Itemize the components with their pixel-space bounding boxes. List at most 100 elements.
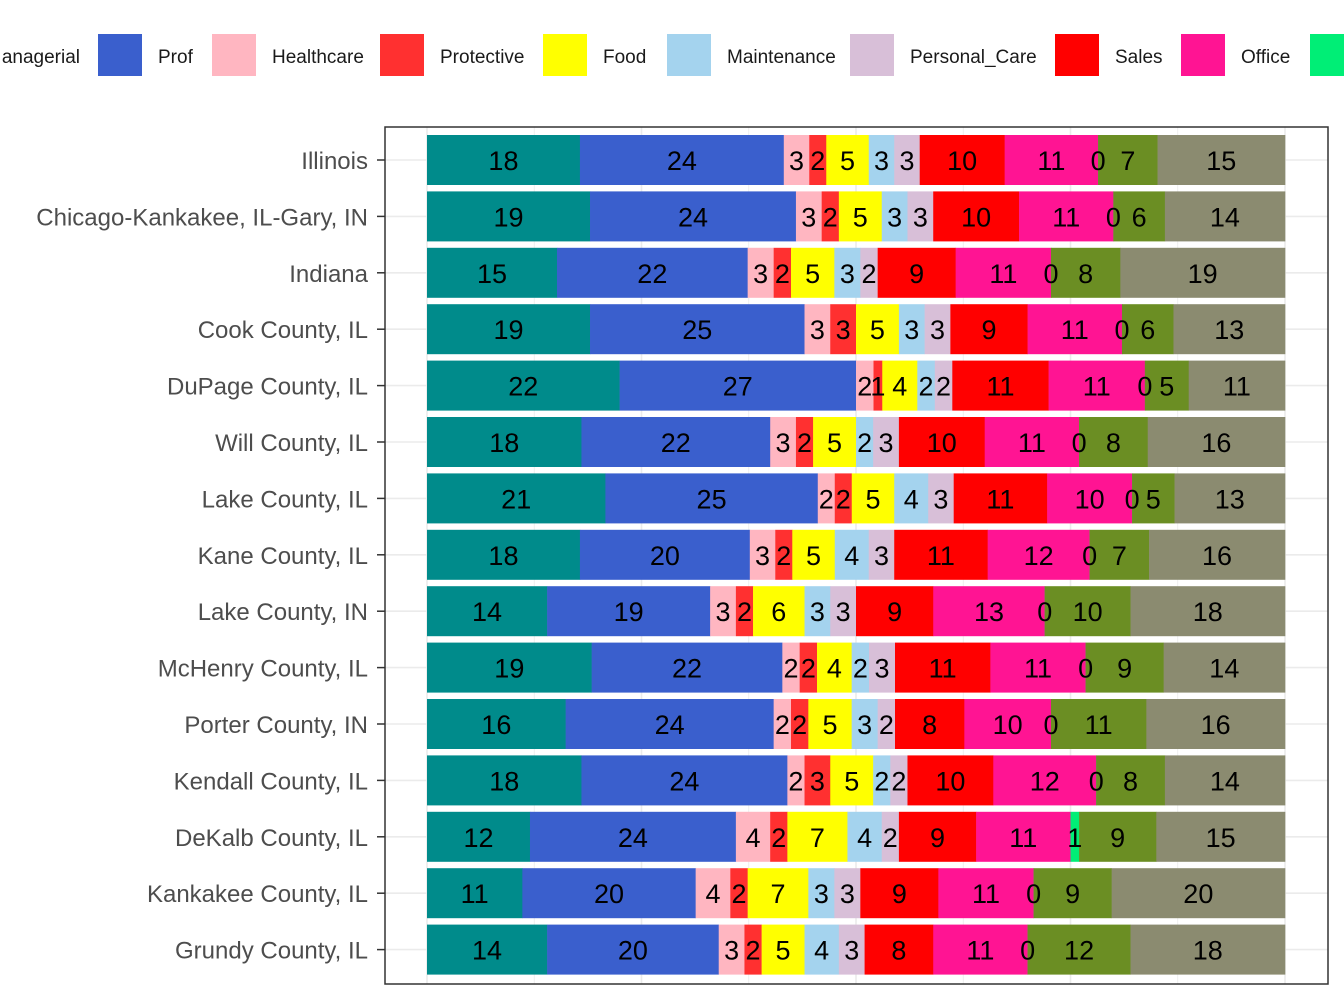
bar-value-label: 15 xyxy=(1206,146,1236,176)
legend-key-healthcare xyxy=(212,34,256,76)
bar-value-label: 12 xyxy=(1064,936,1094,966)
bar-segment-managerial xyxy=(427,642,592,693)
bar-segment-office xyxy=(993,755,1097,806)
bar-segment-managerial xyxy=(427,755,582,806)
bar-value-label: 2 xyxy=(879,710,894,740)
bar-value-label: 3 xyxy=(724,936,739,966)
legend-label-healthcare: Healthcare xyxy=(272,47,364,68)
bar-segment-sales xyxy=(907,755,994,806)
bar-segment-food xyxy=(753,586,805,637)
bar-segment-protective xyxy=(791,699,809,749)
bar-value-label: 1 xyxy=(1067,823,1082,853)
bar-value-label: 6 xyxy=(1132,202,1147,232)
bar-segment-managerial xyxy=(427,135,581,185)
bar-value-label: 2 xyxy=(857,372,872,402)
bar-segment-series-12 xyxy=(1146,699,1286,749)
bar-segment-maintenance xyxy=(881,191,908,242)
bar-segment-prof xyxy=(581,755,788,806)
bar-segment-food xyxy=(838,191,883,242)
bar-value-label: 16 xyxy=(481,710,511,740)
bar-value-label: 19 xyxy=(494,654,524,684)
bar-segment-managerial xyxy=(427,699,566,749)
bar-value-label: 3 xyxy=(899,146,914,176)
legend-key-protective xyxy=(380,34,424,76)
bar-segment-series-11 xyxy=(1132,473,1175,524)
bar-value-label: 2 xyxy=(783,654,798,684)
bar-value-label: 3 xyxy=(933,484,948,514)
bar-value-label: 7 xyxy=(1120,146,1135,176)
bar-segment-protective xyxy=(730,868,748,919)
bar-segment-sales xyxy=(898,811,977,862)
bar-value-label: 13 xyxy=(1214,315,1244,345)
bar-segment-sales xyxy=(864,924,934,975)
bar-value-label: 24 xyxy=(618,823,648,853)
bar-segment-healthcare xyxy=(735,811,771,862)
bar-segment-healthcare xyxy=(783,135,810,185)
y-tick-label: DeKalb County, IL xyxy=(175,825,368,852)
bar-value-label: 24 xyxy=(655,710,685,740)
bar-segment-office xyxy=(955,247,1052,298)
bar-segment-sales xyxy=(919,135,1005,185)
bar-value-label: 6 xyxy=(771,597,786,627)
bar-segment-protective xyxy=(799,642,818,693)
y-tick-label: Illinois xyxy=(301,148,368,175)
bar-value-label: 4 xyxy=(892,372,907,402)
bar-segment-managerial xyxy=(427,191,591,242)
bar-value-label: 8 xyxy=(1106,428,1121,458)
bar-value-label: 24 xyxy=(667,146,697,176)
bar-value-label: 12 xyxy=(1030,766,1060,796)
bar-value-label: 25 xyxy=(682,315,712,345)
bar-value-label: 11 xyxy=(1083,372,1111,402)
bar-segment-personal-care xyxy=(907,191,934,242)
bar-segment-food xyxy=(813,417,857,467)
bar-value-label: 3 xyxy=(755,541,770,571)
bar-value-label: 7 xyxy=(1112,541,1127,571)
bar-value-label: 25 xyxy=(697,484,727,514)
bar-value-label: 11 xyxy=(927,541,955,571)
bar-segment-prof xyxy=(591,642,783,693)
bar-segment-sales xyxy=(877,247,956,298)
bar-segment-series-12 xyxy=(1130,924,1286,975)
bar-value-label: 20 xyxy=(594,879,624,909)
bar-segment-prof xyxy=(619,360,857,411)
bar-segment-protective xyxy=(773,247,792,298)
bar-value-label: 2 xyxy=(771,823,786,853)
legend-label-maintenance: Maintenance xyxy=(727,47,836,68)
bar-row-cook-county-il: 19 25 3 3 5 3 3 9 11 0 6 13 xyxy=(427,304,1286,355)
bar-value-label: 3 xyxy=(874,541,889,571)
bar-value-label: 2 xyxy=(746,936,761,966)
bar-value-label: 3 xyxy=(776,428,791,458)
bar-row-illinois: 18 24 3 2 5 3 3 10 11 0 7 15 xyxy=(427,135,1286,185)
bar-segment-office xyxy=(964,699,1052,749)
bar-segment-prof xyxy=(605,473,819,524)
bar-segment-series-12 xyxy=(1147,417,1286,467)
bar-segment-managerial xyxy=(427,924,548,975)
y-tick-label: Porter County, IN xyxy=(184,712,368,739)
bar-value-label: 9 xyxy=(887,597,902,627)
bar-segment-managerial xyxy=(427,811,531,862)
bar-segment-maintenance xyxy=(873,755,891,806)
bar-value-label: 22 xyxy=(661,428,691,458)
bar-value-label: 2 xyxy=(797,428,812,458)
bar-segment-prof xyxy=(557,247,748,298)
bar-segment-prof xyxy=(579,529,751,580)
bar-value-label: 5 xyxy=(806,541,821,571)
bar-segment-food xyxy=(761,924,805,975)
bar-segment-personal-care xyxy=(881,811,900,862)
bar-value-label: 2 xyxy=(776,541,791,571)
bar-segment-personal-care xyxy=(924,304,951,355)
bar-value-label: 6 xyxy=(1140,315,1155,345)
bar-value-label: 11 xyxy=(986,484,1014,514)
bar-value-label: 4 xyxy=(705,879,720,909)
bar-value-label: 2 xyxy=(819,484,834,514)
bar-segment-protective xyxy=(744,924,762,975)
bar-segment-healthcare xyxy=(804,304,831,355)
bar-value-label: 7 xyxy=(810,823,825,853)
bar-value-label: 16 xyxy=(1201,710,1231,740)
bar-value-label: 21 xyxy=(501,484,531,514)
bar-value-label: 10 xyxy=(961,202,991,232)
bar-value-label: 1 xyxy=(870,372,885,402)
bar-segment-healthcare xyxy=(773,699,792,749)
legend-key-sales xyxy=(1055,34,1099,76)
